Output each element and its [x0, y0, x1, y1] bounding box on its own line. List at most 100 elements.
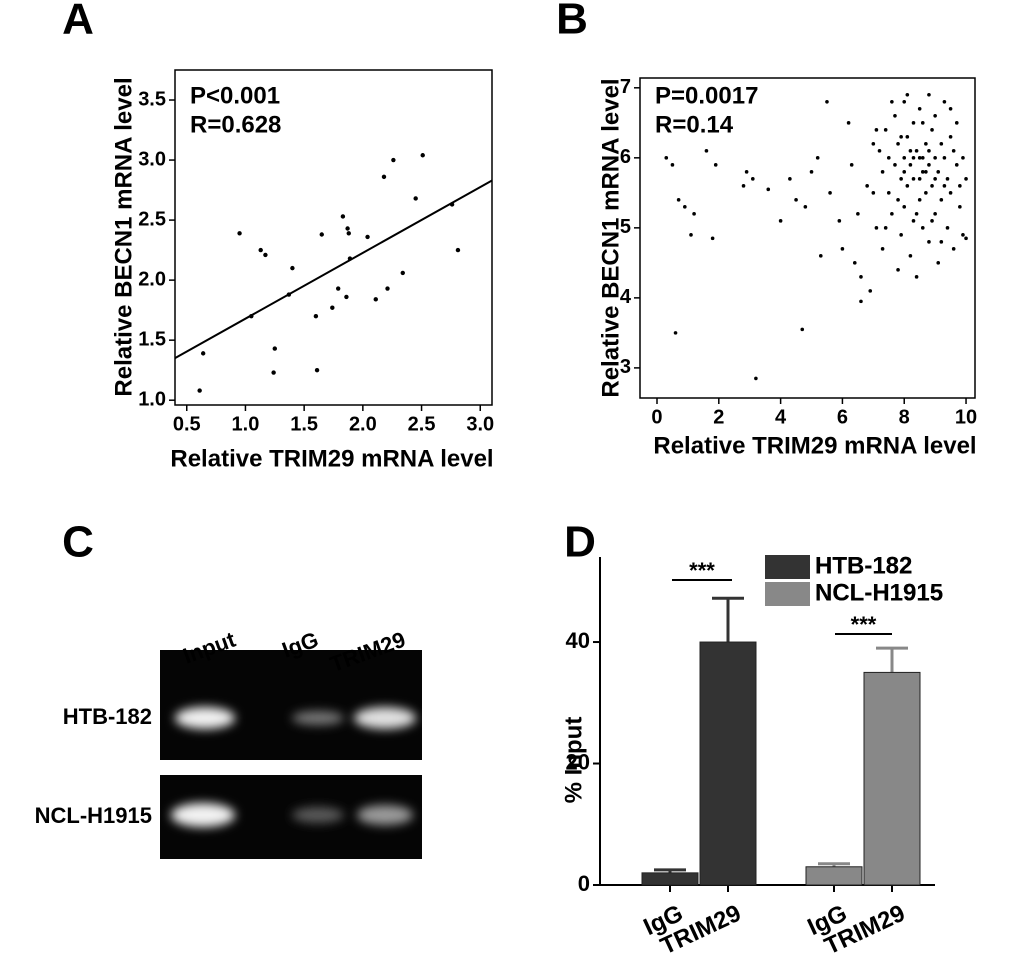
y-tick-label: 4: [620, 286, 632, 308]
panel-label: D: [564, 518, 596, 567]
point: [237, 231, 242, 236]
point: [803, 205, 808, 209]
bar: [699, 641, 757, 886]
point: [908, 254, 913, 258]
point: [886, 156, 891, 160]
point: [692, 212, 696, 216]
point: [846, 121, 851, 125]
point: [917, 156, 922, 160]
x-tick-label: 0: [651, 406, 662, 428]
point: [344, 294, 349, 300]
point: [902, 170, 907, 174]
point: [400, 270, 405, 276]
legend-swatch: [765, 582, 810, 606]
x-axis-label: Relative TRIM29 mRNA level: [653, 432, 976, 459]
y-axis-label: Relative BECN1 mRNA level: [110, 77, 137, 396]
point: [951, 247, 956, 251]
point: [933, 114, 937, 118]
point: [961, 156, 965, 160]
panel-label: A: [62, 0, 94, 44]
point: [849, 163, 854, 167]
bar: [641, 872, 699, 886]
point: [899, 233, 903, 237]
point: [346, 231, 351, 236]
annotation: ***: [689, 558, 715, 583]
point: [413, 196, 418, 201]
point: [890, 212, 894, 216]
point: [689, 233, 693, 237]
point: [766, 187, 771, 192]
x-tick-label: 3.0: [466, 413, 494, 435]
point: [673, 331, 678, 335]
point: [917, 198, 922, 202]
point: [200, 351, 206, 356]
point: [893, 114, 897, 118]
point: [911, 121, 916, 125]
legend-label: NCL-H1915: [815, 579, 943, 606]
point: [825, 100, 829, 104]
point: [917, 177, 922, 181]
point: [815, 156, 820, 160]
point: [951, 149, 956, 153]
point: [676, 198, 681, 202]
legend-swatch: [765, 555, 810, 579]
point: [800, 327, 805, 332]
point: [794, 198, 798, 202]
y-tick-label: 2.5: [138, 208, 166, 230]
x-tick-label: 2: [713, 406, 724, 428]
annotation: P=0.0017: [655, 82, 758, 109]
annotation: R=0.14: [655, 111, 734, 138]
y-axis-label: % Input: [560, 717, 587, 804]
point: [883, 128, 888, 132]
point: [391, 157, 396, 163]
point: [914, 275, 919, 279]
point: [902, 156, 907, 160]
point: [917, 107, 922, 111]
point: [865, 184, 869, 188]
point: [961, 233, 965, 237]
point: [713, 163, 718, 167]
plot-frame: [639, 77, 976, 399]
point: [964, 177, 968, 181]
point: [704, 149, 709, 153]
point: [385, 286, 390, 291]
plot-frame: [174, 69, 493, 406]
point: [933, 212, 937, 216]
point: [670, 163, 675, 167]
point: [840, 247, 845, 251]
x-axis-label: Relative TRIM29 mRNA level: [170, 445, 493, 472]
point: [871, 142, 876, 146]
bar: [863, 671, 921, 886]
point: [905, 93, 910, 97]
point: [852, 261, 857, 265]
point: [933, 177, 937, 181]
y-tick-label: 0: [578, 871, 590, 896]
bar: [805, 866, 863, 886]
y-tick-label: 2.0: [138, 268, 166, 290]
point: [920, 170, 925, 174]
point: [313, 313, 319, 319]
row-label: HTB-182: [63, 704, 152, 729]
point: [741, 184, 746, 188]
point: [948, 191, 953, 195]
point: [899, 135, 903, 139]
point: [945, 177, 950, 181]
x-tick-label: 1.5: [290, 413, 318, 435]
x-tick-label: 2.5: [408, 413, 436, 435]
y-tick-label: 1.0: [138, 388, 166, 410]
legend-label: HTB-182: [815, 552, 912, 579]
y-axis-label: Relative BECN1 mRNA level: [597, 78, 624, 397]
point: [249, 313, 254, 319]
point: [939, 240, 944, 244]
point: [936, 261, 941, 265]
panel-label: C: [62, 518, 94, 567]
y-tick-label: 3: [620, 356, 631, 378]
point: [905, 135, 910, 139]
point: [933, 156, 937, 160]
point: [335, 286, 341, 291]
point: [754, 376, 758, 381]
point: [939, 198, 944, 202]
point: [890, 100, 894, 104]
x-tick-label: 8: [899, 406, 910, 428]
